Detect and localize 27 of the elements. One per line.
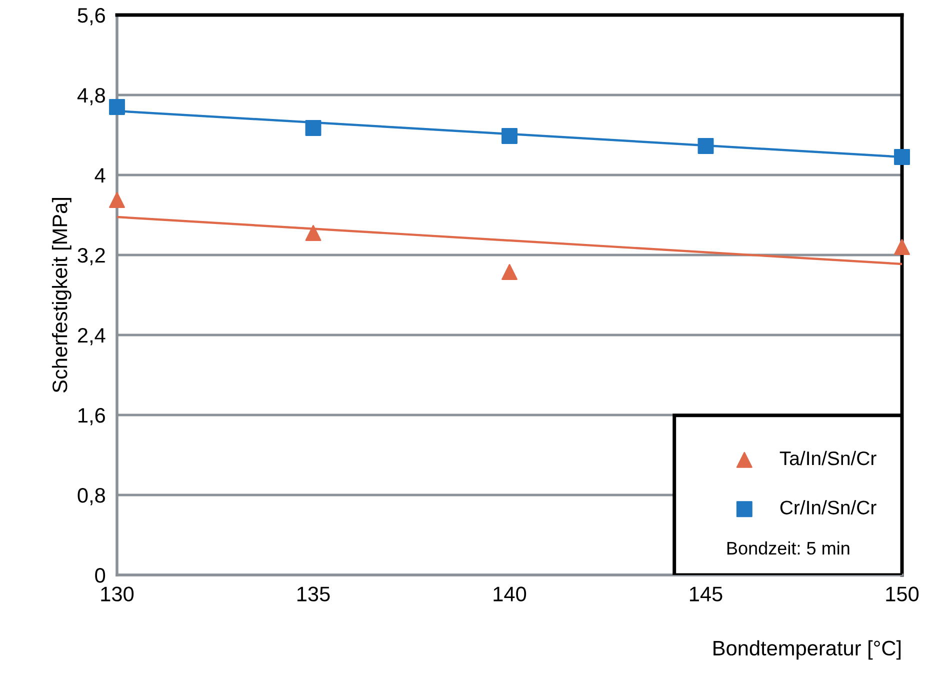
y-tick-label: 2,4 xyxy=(78,328,106,346)
legend-label: Ta/In/Sn/Cr xyxy=(780,450,876,466)
point xyxy=(109,99,125,115)
y-axis-title: Scherfestigkeit [MPa] xyxy=(52,198,72,392)
y-tick-label: 5,6 xyxy=(78,8,105,26)
y-tick-label: 4 xyxy=(94,168,106,183)
point xyxy=(894,239,910,255)
x-tick-label: 150 xyxy=(886,586,919,602)
annotation: Bondzeit: 5 min xyxy=(727,541,850,555)
y-tick-label: 0 xyxy=(95,568,106,583)
point xyxy=(305,120,322,136)
x-tick-label: 140 xyxy=(494,586,526,602)
legend-label: Cr/In/Sn/Cr xyxy=(780,500,876,514)
y-tick-label: 0,8 xyxy=(78,488,105,506)
y-tick-label: 3,2 xyxy=(78,248,105,266)
x-axis-title: Bondtemperatur [°C] xyxy=(714,640,901,660)
x-tick-label: 135 xyxy=(297,586,330,602)
point xyxy=(305,225,322,241)
point xyxy=(109,192,125,208)
point xyxy=(894,149,910,165)
point xyxy=(502,128,518,144)
y-tick-label: 4,8 xyxy=(77,88,105,106)
point xyxy=(698,138,714,154)
point xyxy=(502,264,518,280)
x-tick-label: 130 xyxy=(101,586,134,602)
y-tick-label: 1,6 xyxy=(78,408,105,426)
x-tick-label: 145 xyxy=(690,586,722,602)
